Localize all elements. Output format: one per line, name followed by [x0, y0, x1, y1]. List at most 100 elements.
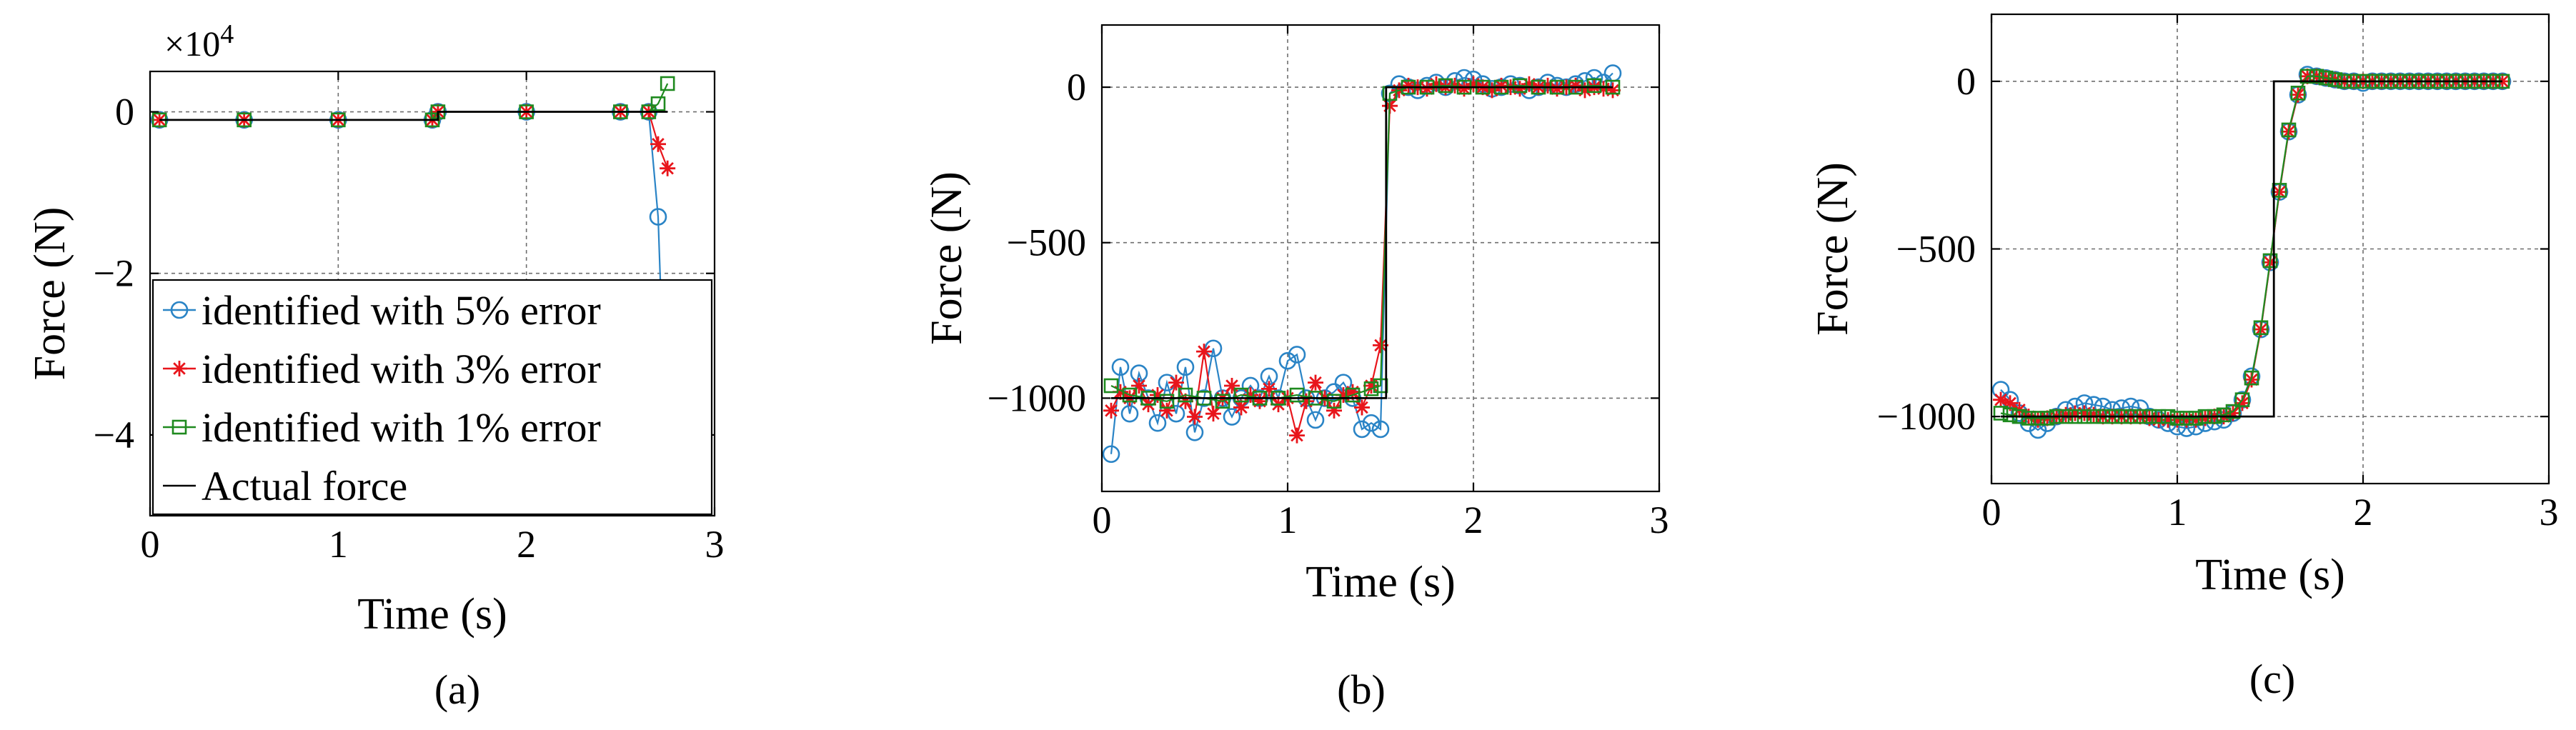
- marker-asterisk: [1205, 406, 1221, 422]
- marker-circle: [1148, 414, 1167, 432]
- x-tick-label: 3: [2540, 491, 2559, 534]
- chart-panel-2: 0 1 2 3 −1000 −500 0 Time (s) Force (N) (b): [923, 24, 1669, 713]
- marker-asterisk: [151, 111, 168, 128]
- y-tick-label: −2: [94, 252, 134, 295]
- marker-asterisk: [2160, 411, 2176, 428]
- marker-asterisk: [1261, 381, 1277, 397]
- marker-square: [2290, 85, 2306, 101]
- marker-square: [2030, 411, 2046, 426]
- x-tick-label: 0: [1093, 499, 1112, 541]
- x-tick-label: 3: [1650, 499, 1669, 541]
- marker-asterisk: [1298, 393, 1314, 409]
- marker-asterisk: [1577, 82, 1593, 99]
- marker-square: [1586, 78, 1602, 94]
- marker-asterisk: [1150, 387, 1165, 404]
- marker-square: [2179, 411, 2194, 426]
- x-tick-label: 2: [2354, 491, 2373, 534]
- marker-asterisk: [1243, 387, 1258, 404]
- marker-asterisk: [2151, 411, 2167, 428]
- marker-square: [1122, 387, 1138, 403]
- marker-square: [2299, 69, 2315, 84]
- marker-asterisk: [1131, 377, 1147, 394]
- x-axis-title: Time (s): [1306, 558, 1456, 606]
- y-tick-label: 0: [1956, 60, 1976, 103]
- y-axis-title: Force (N): [26, 207, 74, 381]
- series-line: [1111, 86, 1613, 399]
- marker-circle: [649, 208, 667, 226]
- marker-square: [2244, 370, 2259, 386]
- marker-square: [171, 419, 187, 435]
- marker-asterisk: [2086, 406, 2102, 423]
- marker-square: [1178, 387, 1193, 403]
- x-tick-label: 2: [517, 523, 536, 566]
- marker-asterisk: [1224, 377, 1240, 394]
- marker-square: [2234, 392, 2250, 407]
- panel-caption: (c): [2249, 656, 2295, 702]
- marker-asterisk: [2002, 395, 2018, 411]
- marker-asterisk: [1540, 77, 1556, 94]
- marker-asterisk: [1103, 402, 1119, 419]
- marker-asterisk: [2169, 411, 2185, 428]
- marker-circle: [1167, 404, 1185, 423]
- marker-asterisk: [1289, 427, 1305, 444]
- marker-asterisk: [2179, 411, 2194, 428]
- marker-asterisk: [2197, 410, 2213, 426]
- marker-circle: [1204, 339, 1223, 358]
- marker-asterisk: [1993, 391, 2009, 408]
- marker-circle: [1111, 358, 1130, 376]
- series-line: [159, 111, 668, 121]
- marker-asterisk: [1252, 393, 1268, 409]
- marker-asterisk: [1336, 387, 1351, 404]
- panel-caption: (b): [1337, 666, 1386, 713]
- legend-entry: Actual force: [202, 463, 407, 509]
- series-identified-with-1-error: [1993, 69, 2510, 426]
- series-line: [2000, 75, 2502, 419]
- marker-circle: [1371, 420, 1390, 439]
- series-actual-force: [2001, 80, 2502, 418]
- marker-square: [2169, 411, 2185, 426]
- marker-asterisk: [1159, 402, 1175, 419]
- plot-frame: [1100, 24, 1661, 493]
- marker-asterisk: [650, 136, 666, 152]
- marker-asterisk: [1605, 82, 1621, 99]
- marker-asterisk: [1168, 374, 1184, 391]
- y-tick-label: 0: [1067, 66, 1086, 109]
- x-tick-label: 1: [329, 523, 348, 566]
- marker-asterisk: [1419, 81, 1435, 97]
- marker-square: [1345, 387, 1361, 403]
- marker-asterisk: [2234, 395, 2250, 411]
- y-tick-label: −4: [94, 414, 134, 456]
- y-tick-label: −500: [1007, 221, 1086, 264]
- marker-square: [1159, 394, 1175, 409]
- marker-square: [1993, 406, 2009, 421]
- marker-asterisk: [1401, 77, 1416, 94]
- marker-square: [1363, 381, 1379, 396]
- marker-square: [1103, 378, 1119, 394]
- marker-square: [1326, 394, 1342, 409]
- legend-entry: identified with 3% error: [202, 346, 601, 392]
- marker-circle: [1102, 445, 1120, 464]
- marker-asterisk: [660, 160, 676, 176]
- marker-asterisk: [1326, 402, 1342, 419]
- marker-square: [2002, 407, 2018, 423]
- y-tick-label: −1000: [988, 376, 1086, 419]
- marker-square: [1512, 78, 1528, 94]
- marker-square: [2188, 411, 2204, 426]
- marker-asterisk: [1493, 77, 1509, 94]
- marker-asterisk: [1373, 337, 1388, 354]
- marker-asterisk: [1596, 81, 1611, 97]
- marker-asterisk: [1363, 377, 1379, 394]
- marker-asterisk: [2225, 405, 2241, 421]
- marker-circle: [1176, 358, 1195, 376]
- marker-circle: [1288, 346, 1306, 364]
- x-tick-label: 0: [1982, 491, 2001, 534]
- marker-circle: [1306, 411, 1325, 429]
- marker-asterisk: [1345, 384, 1361, 400]
- marker-asterisk: [2067, 405, 2083, 421]
- x-axis-title: Time (s): [357, 590, 507, 639]
- legend-entry: identified with 1% error: [202, 404, 601, 451]
- marker-square: [650, 96, 666, 111]
- marker-square: [2021, 411, 2037, 426]
- marker-asterisk: [2142, 410, 2157, 426]
- marker-asterisk: [1308, 374, 1323, 391]
